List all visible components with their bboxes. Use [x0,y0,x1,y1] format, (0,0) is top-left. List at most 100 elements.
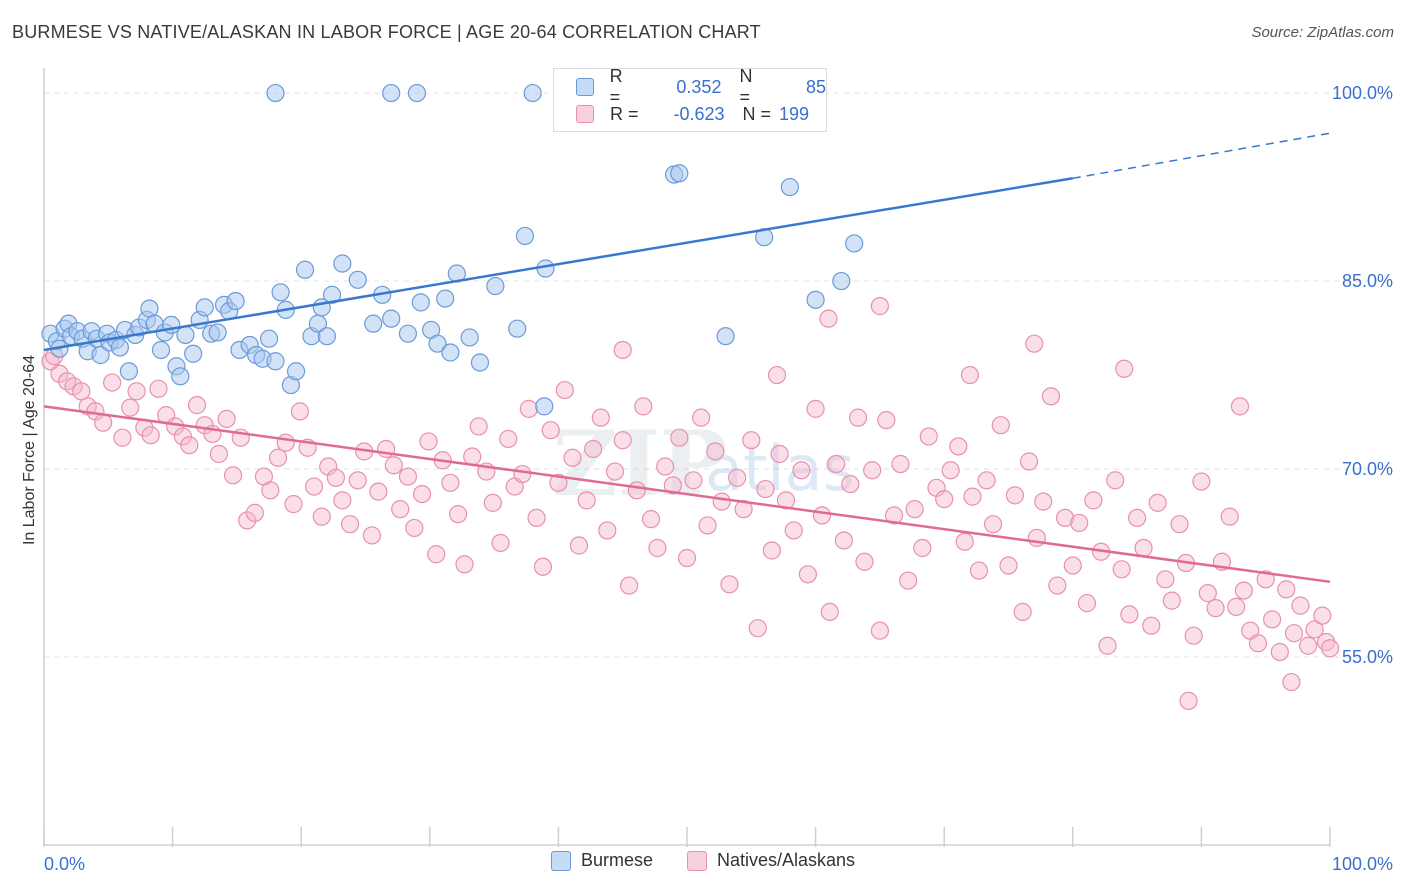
natives-point [1005,486,1025,505]
natives-point [798,565,817,584]
natives-point [877,411,896,430]
burmese-point [845,234,864,253]
natives-point [391,500,410,519]
natives-point [641,510,661,529]
burmese-point [780,177,799,197]
natives-point [742,431,761,450]
natives-point [405,518,424,538]
natives-point [670,428,689,447]
natives-point [1230,397,1250,416]
natives-point [1120,605,1139,624]
natives-point [1027,528,1046,548]
burmese-point [832,271,851,291]
natives-point [384,456,403,475]
natives-point [756,479,775,499]
burmese-point [286,362,306,381]
natives-point [977,471,996,490]
natives-point [748,619,767,638]
natives-point [1077,594,1097,613]
burmese-point [171,367,190,386]
burmese-point [407,83,427,103]
x-tick-label: 100.0% [1332,854,1393,874]
burmese-point [716,327,735,346]
natives-point [919,427,938,446]
natives-point [899,571,918,590]
natives-point [1070,513,1089,533]
natives-point [312,507,331,526]
natives-point [663,476,682,495]
burmese-point [184,344,203,363]
natives-point [891,454,910,474]
legend-swatch-natives [576,105,594,123]
natives-point [941,461,960,480]
natives-point [261,481,280,500]
grid-lines [44,92,1392,658]
chart-title: BURMESE VS NATIVE/ALASKAN IN LABOR FORCE… [12,22,761,42]
natives-point [806,399,825,418]
natives-point [340,515,360,534]
natives-point [712,492,731,511]
burmese-point [151,340,171,360]
natives-point [1198,584,1217,603]
natives-point [584,439,603,459]
natives-point [1025,334,1044,353]
natives-point [949,437,968,456]
source-label: Source: ZipAtlas.com [1251,24,1394,41]
natives-point [1192,472,1211,491]
natives-point [276,433,295,452]
natives-point [1206,599,1225,618]
natives-point [728,468,747,487]
natives-point [656,457,675,476]
natives-point [141,426,160,445]
natives-point [598,521,617,540]
natives-point [1127,508,1147,528]
natives-point [863,461,882,480]
natives-point [180,436,199,455]
natives-point [1148,493,1167,512]
natives-point [819,309,838,328]
natives-point [648,538,667,558]
natives-point [369,482,388,501]
natives-point [448,505,468,524]
natives-point [605,462,625,481]
natives-point [284,495,303,514]
natives-point [304,477,324,496]
natives-point [238,511,257,530]
burmese-point [508,319,527,338]
natives-point [1115,359,1134,378]
burmese-point [470,353,490,372]
y-tick-label: 55.0% [1342,647,1393,667]
natives-point [855,552,874,571]
burmese-point [382,309,401,328]
natives-point [113,428,132,447]
natives-point [103,373,122,392]
legend-row-natives: R = -0.623 N = 199 [576,102,809,126]
natives-point [983,515,1003,534]
y-axis-label-wrap: In Labor Force | Age 20-64 [16,300,44,600]
natives-point [1063,556,1082,575]
natives-point [419,432,438,451]
natives-point [1291,596,1310,615]
natives-point [627,481,646,500]
burmese-points [41,83,864,416]
burmese-point [460,328,479,347]
natives-point [913,538,932,558]
natives-point [969,561,989,580]
natives-point [870,297,890,316]
natives-point [827,454,846,474]
burmese-point [441,343,460,362]
natives-point [223,466,243,485]
natives-point [1106,471,1125,490]
trend-lines [43,132,1331,584]
natives-point [527,508,546,528]
natives-point [499,429,518,449]
burmese-point [411,293,430,312]
natives-point [217,409,236,429]
natives-point [1019,452,1039,471]
natives-point [1277,580,1296,599]
burmese-point [119,362,138,381]
burmese-point [806,290,825,309]
natives-point [848,408,868,427]
burmese-point [195,298,214,317]
